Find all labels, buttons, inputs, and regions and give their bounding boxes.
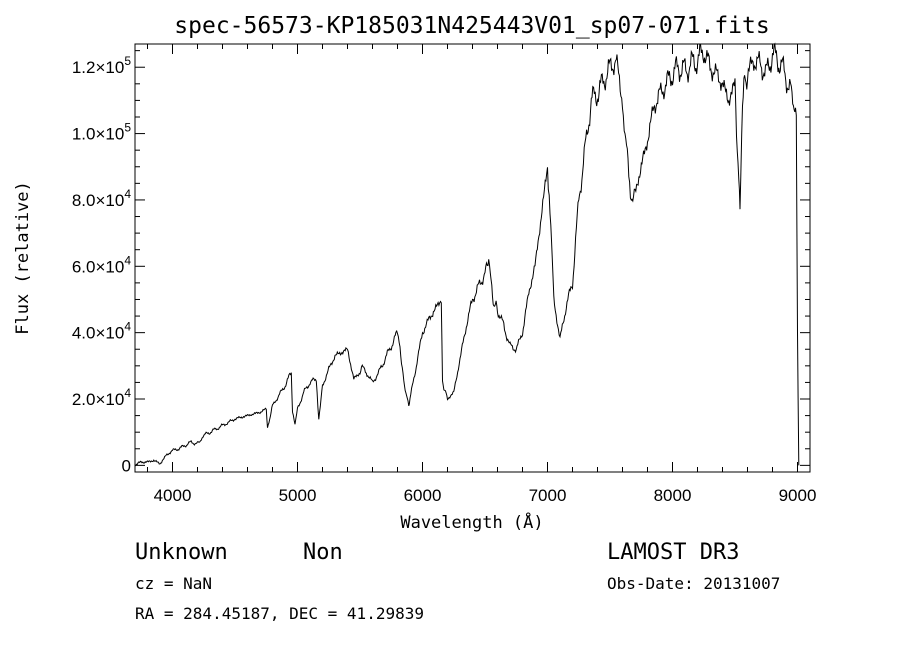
y-tick-label-base: 6.0×10 [72,257,124,276]
y-tick-label: 6.0×104 [72,253,131,276]
x-axis-label: Wavelength (Å) [400,511,543,533]
y-tick-label-base: 4.0×10 [72,324,124,343]
y-tick-label: 0 [122,456,131,475]
object-class: Unknown [135,540,228,565]
y-tick-label-exponent: 5 [124,54,131,68]
y-tick-label: 8.0×104 [72,187,131,210]
y-tick-label-exponent: 4 [124,187,131,201]
y-tick-label-base: 2.0×10 [72,390,124,409]
plot-frame [134,43,811,473]
x-tick-label: 4000 [154,486,192,505]
y-tick-label-base: 1.2×10 [72,58,124,77]
y-axis-label: Flux (relative) [13,181,33,335]
y-tick-label-base: 8.0×10 [72,191,124,210]
x-tick-label: 5000 [279,486,317,505]
x-tick-label: 8000 [654,486,692,505]
y-tick-label: 1.0×105 [72,121,131,144]
y-tick-label-base: 1.0×10 [72,125,124,144]
y-tick-label: 4.0×104 [72,320,131,343]
y-tick-label: 1.2×105 [72,54,131,77]
y-axis-ticks: 02.0×1044.0×1046.0×1048.0×1041.0×1051.2×… [72,50,810,475]
ra-dec-coordinates: RA = 284.45187, DEC = 41.29839 [135,604,424,623]
y-tick-label-exponent: 4 [124,386,131,400]
x-tick-label: 9000 [779,486,817,505]
y-tick-label-exponent: 4 [124,253,131,267]
survey-name: LAMOST DR3 [607,540,739,565]
spectrum-series-line [134,42,800,467]
x-axis-ticks: 4000 5000 6000 7000 8000 9000 [147,44,817,505]
x-tick-label: 7000 [529,486,567,505]
redshift-cz: cz = NaN [135,574,212,593]
y-tick-label-exponent: 4 [124,320,131,334]
y-tick-label: 2.0×104 [72,386,131,409]
observation-date: Obs-Date: 20131007 [607,574,780,593]
object-subclass: Non [303,540,343,565]
chart-title: spec-56573-KP185031N425443V01_sp07-071.f… [174,13,769,39]
x-tick-label: 6000 [404,486,442,505]
y-tick-label-base: 0 [122,456,131,475]
y-tick-label-exponent: 5 [124,121,131,135]
